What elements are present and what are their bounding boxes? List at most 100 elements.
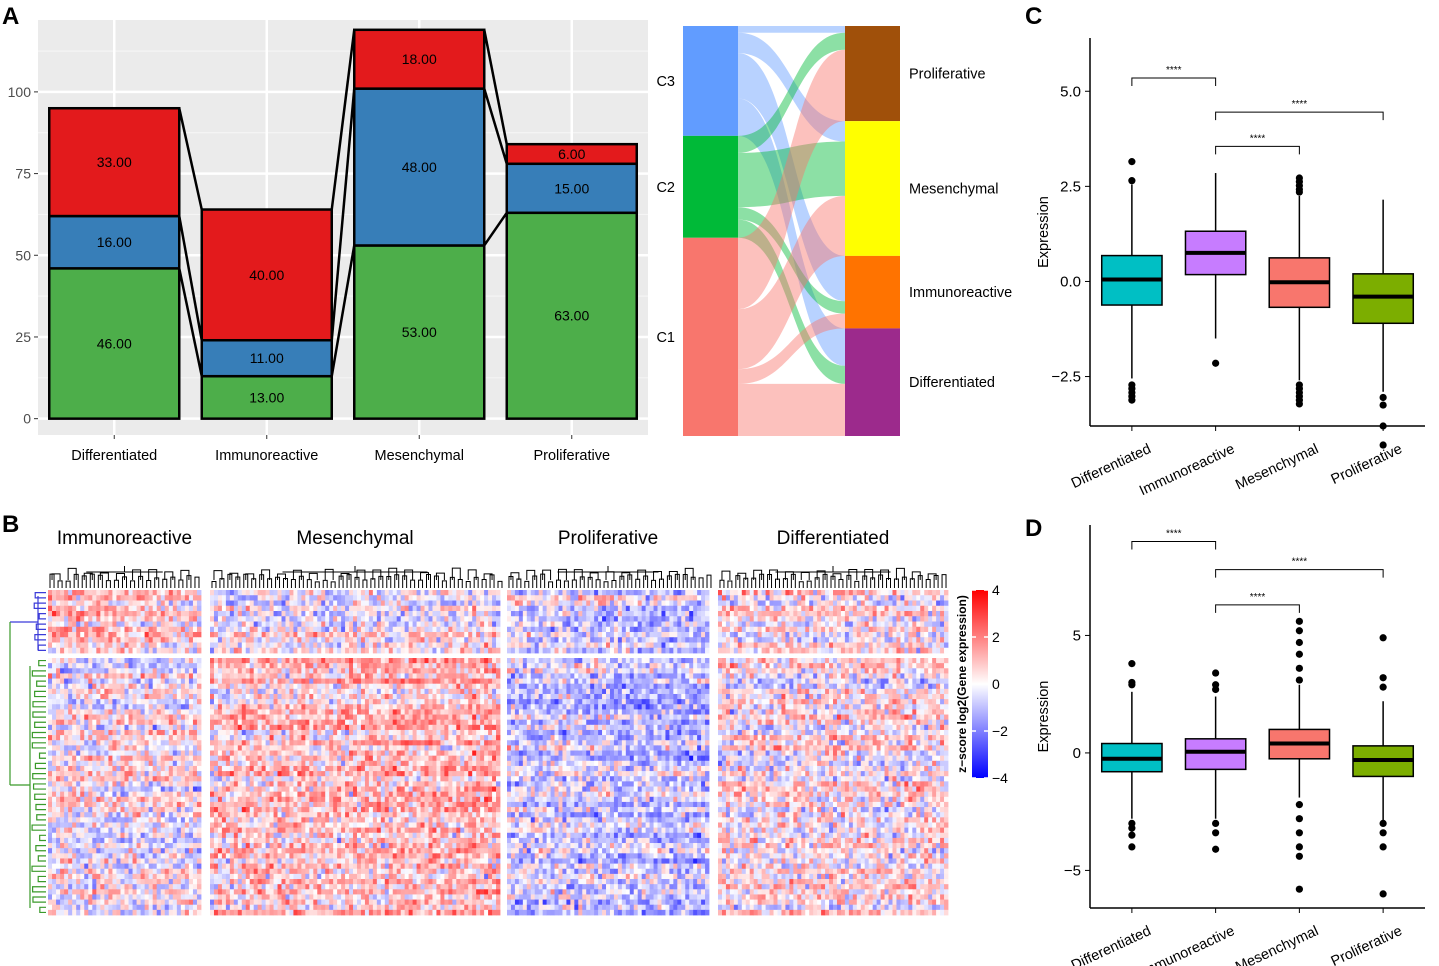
heatmap-cell bbox=[112, 704, 117, 710]
heatmap-cell bbox=[128, 786, 133, 793]
heatmap-cell bbox=[120, 807, 125, 813]
heatmap-cell bbox=[96, 776, 101, 782]
heatmap-cell bbox=[96, 724, 101, 731]
heatmap-cell bbox=[221, 719, 227, 726]
heatmap-cell bbox=[180, 663, 186, 669]
heatmap-cell bbox=[396, 605, 402, 612]
heatmap-cell bbox=[116, 909, 121, 916]
heatmap-cell bbox=[116, 719, 121, 726]
heatmap-cell bbox=[140, 807, 146, 813]
heatmap-cell bbox=[213, 735, 219, 741]
heatmap-cell bbox=[172, 889, 178, 895]
heatmap-cell bbox=[124, 801, 129, 808]
heatmap-cell bbox=[196, 714, 202, 721]
heatmap-cell bbox=[116, 827, 121, 834]
heatmap-cell bbox=[353, 745, 358, 751]
heatmap-cell bbox=[128, 590, 133, 596]
heatmap-cell bbox=[210, 626, 215, 633]
heatmap-cell bbox=[56, 709, 61, 715]
heatmap-cell bbox=[116, 714, 121, 721]
heatmap-cell bbox=[380, 760, 386, 767]
heatmap-cell bbox=[472, 750, 477, 757]
heatmap-cell bbox=[360, 647, 366, 654]
heatmap-cell bbox=[472, 683, 477, 690]
heatmap-cell bbox=[364, 719, 370, 726]
heatmap-cell bbox=[261, 724, 267, 731]
heatmap-cell bbox=[156, 714, 162, 721]
heatmap-cell bbox=[132, 595, 137, 601]
heatmap-cell bbox=[100, 837, 105, 844]
heatmap-cell bbox=[84, 868, 89, 875]
heatmap-cell bbox=[468, 611, 473, 617]
heatmap-cell bbox=[48, 673, 53, 679]
heatmap-cell bbox=[164, 729, 170, 736]
heatmap-cell bbox=[136, 735, 142, 741]
heatmap-cell bbox=[156, 899, 162, 906]
heatmap-cell bbox=[100, 822, 105, 829]
heatmap-cell bbox=[345, 663, 350, 669]
heatmap-cell bbox=[172, 755, 178, 762]
heatmap-cell bbox=[148, 827, 154, 834]
heatmap-cell bbox=[84, 771, 89, 777]
heatmap-cell bbox=[76, 668, 81, 674]
heatmap-cell bbox=[345, 626, 350, 633]
heatmap-cell bbox=[160, 600, 166, 607]
heatmap-cell bbox=[400, 714, 406, 721]
heatmap-cell bbox=[476, 637, 481, 643]
heatmap-cell bbox=[128, 863, 133, 870]
heatmap-cell bbox=[337, 704, 342, 710]
heatmap-cell bbox=[392, 642, 398, 649]
heatmap-cell bbox=[180, 693, 186, 700]
heatmap-cell bbox=[180, 755, 186, 762]
heatmap-cell bbox=[210, 632, 215, 638]
heatmap-cell bbox=[180, 899, 186, 906]
heatmap-cell bbox=[313, 693, 318, 700]
heatmap-cell bbox=[160, 765, 166, 772]
heatmap-cell bbox=[116, 735, 121, 741]
heatmap-cell bbox=[372, 595, 378, 601]
heatmap-cell bbox=[368, 595, 374, 601]
heatmap-cell bbox=[88, 600, 93, 607]
heatmap-cell bbox=[420, 699, 425, 705]
heatmap-cell bbox=[84, 605, 89, 612]
heatmap-cell bbox=[360, 709, 366, 715]
heatmap-cell bbox=[188, 812, 194, 818]
heatmap-cell bbox=[160, 724, 166, 731]
heatmap-cell bbox=[168, 590, 174, 596]
heatmap-cell bbox=[257, 693, 263, 700]
heatmap-cell bbox=[196, 760, 202, 767]
heatmap-cell bbox=[84, 848, 89, 854]
heatmap-cell bbox=[48, 668, 53, 674]
heatmap-cell bbox=[233, 688, 239, 695]
heatmap-cell bbox=[124, 873, 129, 880]
heatmap-cell bbox=[80, 837, 85, 844]
heatmap-cell bbox=[76, 827, 81, 834]
heatmap-cell bbox=[496, 709, 501, 715]
heatmap-cell bbox=[233, 724, 239, 731]
heatmap-cell bbox=[392, 771, 398, 777]
heatmap-cell bbox=[196, 678, 202, 685]
heatmap-cell bbox=[96, 848, 101, 854]
heatmap-cell bbox=[273, 750, 278, 757]
heatmap-cell bbox=[213, 658, 219, 664]
heatmap-cell bbox=[237, 642, 243, 649]
heatmap-cell bbox=[261, 699, 267, 705]
heatmap-cell bbox=[261, 611, 267, 617]
heatmap-cell bbox=[72, 735, 77, 741]
heatmap-cell bbox=[92, 724, 97, 731]
heatmap-cell bbox=[124, 647, 129, 654]
heatmap-cell bbox=[416, 755, 421, 762]
heatmap-cell bbox=[156, 858, 162, 864]
heatmap-cell bbox=[136, 704, 142, 710]
heatmap-cell bbox=[112, 868, 117, 875]
heatmap-cell bbox=[104, 668, 109, 674]
heatmap-cell bbox=[213, 683, 219, 690]
heatmap-cell bbox=[460, 605, 465, 612]
heatmap-cell bbox=[273, 704, 278, 710]
heatmap-cell bbox=[180, 740, 186, 746]
heatmap-cell bbox=[180, 647, 186, 654]
heatmap-cell bbox=[428, 771, 433, 777]
heatmap-cell bbox=[144, 771, 150, 777]
heatmap-cell bbox=[136, 632, 142, 638]
heatmap-cell bbox=[160, 848, 166, 854]
